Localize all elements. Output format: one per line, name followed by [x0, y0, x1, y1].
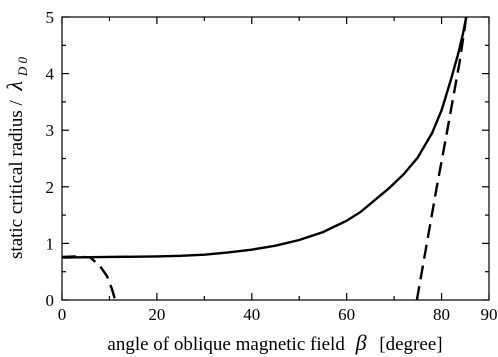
x-tick-label: 90: [481, 305, 498, 324]
series-0-solid-line: [61, 16, 468, 259]
y-axis-title-subscript: D 0: [15, 57, 30, 78]
y-axis-title-symbol: λ: [2, 81, 27, 92]
y-tick-label: 2: [46, 178, 55, 197]
tick-labels: 0 20 40 60 80 90 0 1 2 3 4 5: [46, 8, 498, 324]
series-1-dashed-line: [61, 255, 117, 301]
x-tick-label: 60: [338, 305, 355, 324]
series-2-dashed-line: [415, 16, 468, 301]
ticks: [61, 16, 490, 301]
x-tick-label: 40: [243, 305, 260, 324]
x-axis-title-symbol: β: [355, 330, 367, 355]
y-tick-label: 0: [46, 291, 55, 310]
x-axis-title: angle of oblique magnetic field β [degre…: [107, 330, 442, 355]
y-tick-label: 3: [46, 121, 55, 140]
x-axis-title-text: angle of oblique magnetic field: [107, 334, 345, 355]
y-axis-title-text: static critical radius /: [6, 99, 27, 259]
x-tick-label: 0: [58, 305, 67, 324]
x-tick-label: 20: [148, 305, 165, 324]
series-layer: [61, 16, 468, 301]
x-tick-label: 80: [433, 305, 450, 324]
y-tick-label: 5: [46, 8, 55, 27]
y-axis-title: static critical radius / λ D 0: [2, 57, 30, 259]
x-axis-title-unit: [degree]: [379, 334, 442, 355]
y-tick-label: 4: [46, 65, 55, 84]
y-tick-label: 1: [46, 234, 55, 253]
